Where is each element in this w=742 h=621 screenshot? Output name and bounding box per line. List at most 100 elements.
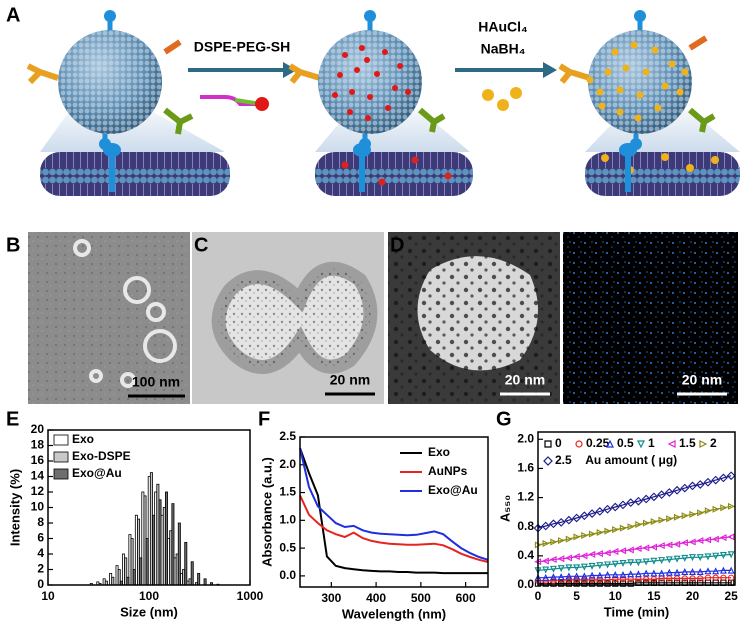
y-tick-label: 18: [31, 438, 45, 452]
bar: [139, 557, 143, 586]
y-tick-label: 10: [31, 500, 45, 514]
point: [712, 567, 720, 575]
legend-label: Exo-DSPE: [72, 449, 131, 463]
point: [650, 518, 658, 526]
panel-label: F: [258, 408, 270, 430]
point: [681, 575, 688, 582]
legend-swatch: [53, 434, 69, 446]
point: [727, 574, 735, 581]
point: [689, 554, 696, 562]
y-axis-label: Intensity (%): [7, 469, 22, 546]
panel-label: C: [194, 234, 208, 256]
point: [696, 554, 704, 562]
bar: [132, 569, 136, 586]
legend-label: Exo: [72, 432, 94, 446]
x-tick-label: 0: [535, 589, 542, 603]
point: [596, 562, 604, 570]
point: [697, 509, 705, 517]
point: [689, 568, 696, 576]
point: [680, 539, 688, 547]
point: [549, 565, 557, 573]
x-tick-label: 1000: [237, 589, 264, 603]
point: [665, 568, 673, 576]
point: [720, 504, 728, 512]
panel-label: A: [6, 4, 20, 26]
y-tick-label: 6: [37, 531, 44, 545]
point: [673, 568, 681, 576]
legend-label: Exo@Au: [72, 466, 122, 480]
dspe-molecules: [341, 156, 452, 186]
arrow: [188, 62, 557, 78]
reagent-label: HAuCl₄: [478, 19, 527, 35]
point: [643, 519, 650, 527]
point: [711, 535, 719, 543]
point: [642, 569, 650, 577]
y-tick-label: 12: [31, 484, 45, 498]
point: [573, 564, 581, 572]
point: [580, 572, 588, 580]
x-tick-label: 500: [411, 591, 431, 605]
x-tick-label: 300: [321, 591, 341, 605]
x-tick-label: 25: [724, 589, 738, 603]
y-tick-label: 1.5: [279, 485, 296, 499]
point: [673, 540, 681, 548]
point: [611, 547, 619, 555]
point: [550, 538, 558, 546]
point: [588, 562, 596, 570]
point: [712, 552, 720, 560]
scale-label: 20 nm: [682, 372, 722, 388]
x-tick-label: 10: [41, 589, 55, 603]
point: [627, 570, 635, 578]
y-tick-label: 0.8: [517, 519, 534, 533]
point: [665, 556, 673, 564]
y-tick-label: 1.6: [517, 461, 534, 475]
point: [681, 568, 689, 576]
point: [650, 543, 658, 551]
point: [635, 521, 643, 529]
point: [696, 537, 704, 545]
point: [672, 485, 682, 495]
point: [595, 550, 603, 558]
point: [719, 473, 728, 483]
point: [665, 541, 673, 549]
chart: 0.0 0.5 1.0 1.5 2.0 2.5 300 400 500 600 Wavelength…: [259, 429, 489, 621]
fit-line: [538, 582, 732, 585]
point: [673, 513, 681, 521]
y-tick-label: 8: [37, 515, 44, 529]
point: [642, 558, 650, 566]
y-tick-label: 2.0: [279, 457, 296, 471]
point: [634, 559, 642, 567]
schematic: DSPE-PEG-SH HAuCl₄ NaBH₄: [26, 10, 740, 196]
legend-label: 0: [555, 436, 562, 450]
point: [556, 517, 566, 527]
point: [603, 549, 611, 557]
point: [619, 570, 627, 578]
legend-marker: [699, 440, 708, 448]
point: [727, 551, 735, 559]
point: [641, 494, 651, 504]
point: [580, 552, 588, 560]
point: [549, 519, 558, 529]
point: [626, 498, 636, 508]
point: [581, 531, 589, 539]
y-tick-label: 20: [31, 422, 45, 436]
point: [565, 572, 573, 580]
y-tick-label: 0.5: [279, 540, 296, 554]
point: [604, 561, 612, 569]
x-tick-label: 5: [573, 589, 580, 603]
y-tick-label: 1.0: [279, 513, 296, 527]
plot-frame: [47, 429, 251, 586]
point: [650, 569, 658, 577]
point: [719, 566, 727, 574]
legend-swatch: [53, 468, 69, 480]
x-axis-label: Size (nm): [120, 604, 178, 619]
point: [596, 571, 604, 579]
x-tick-label: 600: [456, 591, 476, 605]
point: [658, 557, 666, 565]
y-tick-label: 16: [31, 453, 45, 467]
bar: [177, 522, 181, 586]
x-axis-label: Time (min): [604, 604, 670, 619]
legend-label: 1.5: [679, 436, 696, 450]
